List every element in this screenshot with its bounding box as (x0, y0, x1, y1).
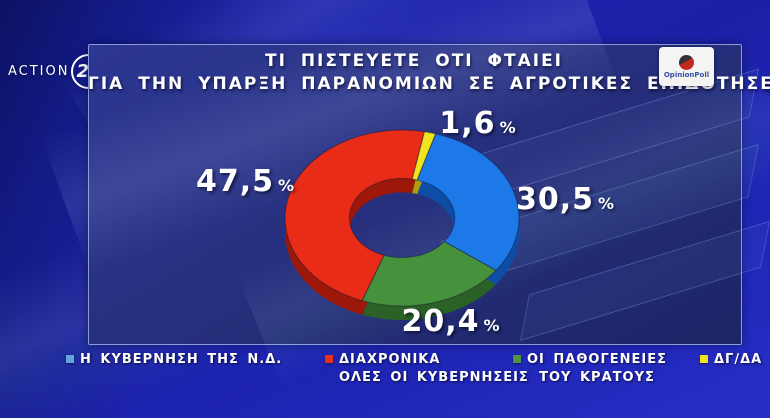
opinionpoll-name: OpinionPoll (663, 70, 710, 79)
legend-swatch-green (513, 355, 521, 363)
opinionpoll-pie-icon (679, 54, 694, 70)
donut-segment (361, 240, 497, 307)
percent-sign: % (499, 118, 516, 137)
title-line-1: ΤΙ ΠΙΣΤΕΥΕΤΕ ΟΤΙ ΦΤΑΙΕΙ (264, 51, 564, 71)
legend-swatch-blue (66, 355, 74, 363)
legend-label: ΟΙ ΠΑΘΟΓΕΝΕΙΕΣ ΤΟΥ ΚΡΑΤΟΥΣ (527, 352, 667, 385)
legend-item-dont-know: ΔΓ/ΔΑ (700, 351, 762, 369)
legend-label: ΔΙΑΧΡΟΝΙΚΑ ΟΛΕΣ ΟΙ ΚΥΒΕΡΝΗΣΕΙΣ (339, 352, 529, 385)
percent-sign: % (278, 176, 295, 195)
donut-chart (284, 129, 520, 320)
legend-label: Η ΚΥΒΕΡΝΗΣΗ ΤΗΣ Ν.Δ. (80, 352, 283, 367)
donut-segment (416, 133, 520, 272)
legend-item-nd-government: Η ΚΥΒΕΡΝΗΣΗ ΤΗΣ Ν.Δ. (66, 351, 282, 369)
segment-value-red: 47,5% (195, 164, 295, 199)
percent-sign: % (598, 194, 615, 213)
channel-name: ACTION (8, 64, 70, 79)
legend-item-state-pathologies: ΟΙ ΠΑΘΟΓΕΝΕΙΕΣ ΤΟΥ ΚΡΑΤΟΥΣ (513, 351, 667, 387)
title-line-2: ΓΙΑ ΤΗΝ ΥΠΑΡΞΗ ΠΑΡΑΝΟΜΙΩΝ ΣΕ ΑΓΡΟΤΙΚΕΣ Ε… (88, 74, 770, 94)
opinionpoll-logo: OpinionPoll (659, 47, 714, 86)
segment-value-blue: 30,5% (516, 182, 615, 217)
poll-question-title: ΤΙ ΠΙΣΤΕΥΕΤΕ ΟΤΙ ΦΤΑΙΕΙ ΓΙΑ ΤΗΝ ΥΠΑΡΞΗ Π… (88, 50, 770, 96)
segment-value-green: 20,4% (401, 304, 500, 339)
legend-swatch-yellow (700, 355, 708, 363)
segment-value-yellow: 1,6% (439, 106, 516, 141)
legend-swatch-red (325, 355, 333, 363)
legend-label: ΔΓ/ΔΑ (714, 352, 763, 367)
donut-segment (284, 129, 426, 302)
legend-item-all-governments: ΔΙΑΧΡΟΝΙΚΑ ΟΛΕΣ ΟΙ ΚΥΒΕΡΝΗΣΕΙΣ (325, 351, 529, 387)
percent-sign: % (483, 316, 500, 335)
